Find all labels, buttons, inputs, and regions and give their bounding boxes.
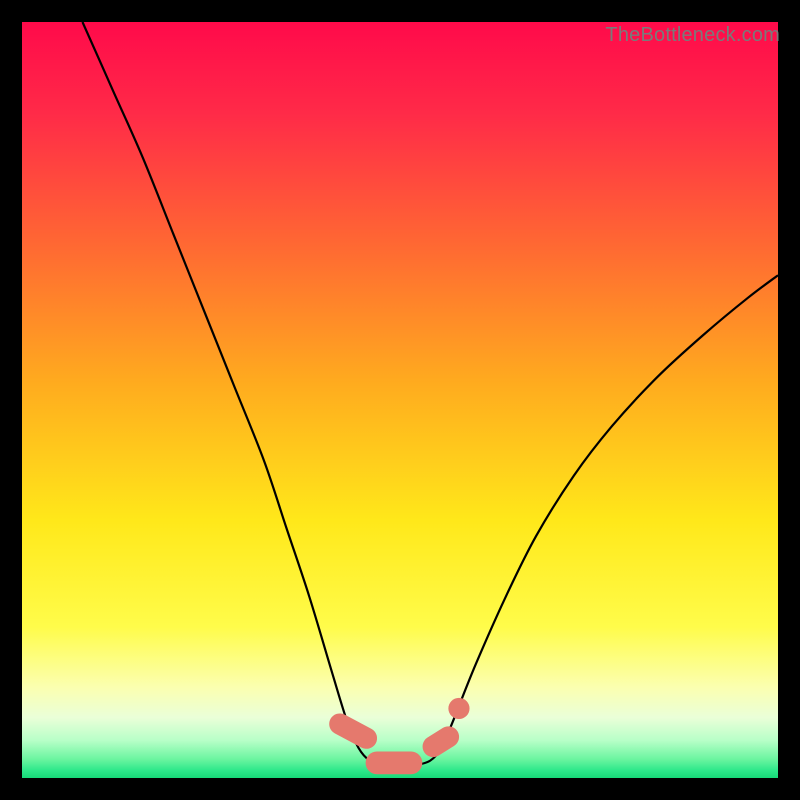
watermark-text: TheBottleneck.com — [605, 24, 780, 47]
plot-area — [22, 22, 778, 778]
gradient-background — [22, 22, 778, 778]
outer-frame: TheBottleneck.com — [0, 0, 800, 800]
